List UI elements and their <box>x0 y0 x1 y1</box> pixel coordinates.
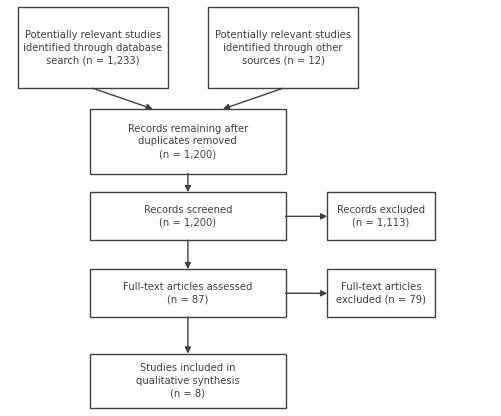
Text: Full-text articles assessed
(n = 87): Full-text articles assessed (n = 87) <box>123 282 253 305</box>
Text: Records screened
(n = 1,200): Records screened (n = 1,200) <box>144 205 232 228</box>
FancyBboxPatch shape <box>90 354 286 408</box>
Text: Records remaining after
duplicates removed
(n = 1,200): Records remaining after duplicates remov… <box>128 124 248 159</box>
FancyBboxPatch shape <box>18 7 168 89</box>
Text: Potentially relevant studies
identified through other
sources (n = 12): Potentially relevant studies identified … <box>215 30 351 66</box>
FancyBboxPatch shape <box>90 192 286 240</box>
Text: Potentially relevant studies
identified through database
search (n = 1,233): Potentially relevant studies identified … <box>23 30 162 66</box>
FancyBboxPatch shape <box>90 270 286 317</box>
Text: Studies included in
qualitative synthesis
(n = 8): Studies included in qualitative synthesi… <box>136 363 240 399</box>
FancyBboxPatch shape <box>208 7 358 89</box>
FancyBboxPatch shape <box>327 270 434 317</box>
Text: Full-text articles
excluded (n = 79): Full-text articles excluded (n = 79) <box>336 282 426 305</box>
FancyBboxPatch shape <box>90 109 286 174</box>
Text: Records excluded
(n = 1,113): Records excluded (n = 1,113) <box>337 205 425 228</box>
FancyBboxPatch shape <box>327 192 434 240</box>
